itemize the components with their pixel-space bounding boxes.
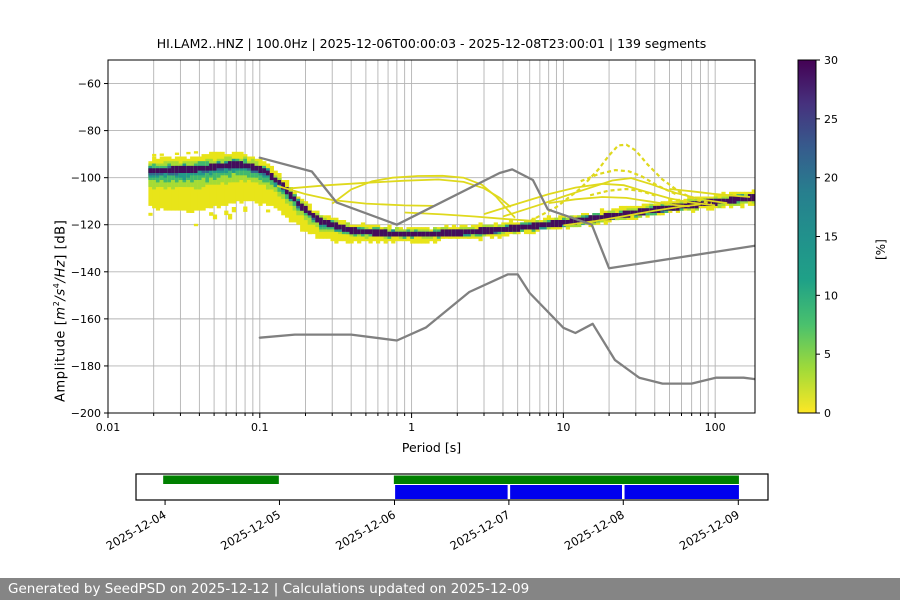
colorbar: 0 5 10 15 20 25 30 <box>797 54 838 420</box>
svg-text:15: 15 <box>824 231 838 244</box>
chart-title: HI.LAM2..HNZ | 100.0Hz | 2025-12-06T00:0… <box>156 36 707 51</box>
svg-text:0.1: 0.1 <box>251 421 269 434</box>
svg-text:−200: −200 <box>71 407 101 420</box>
svg-text:−80: −80 <box>78 125 101 138</box>
x-axis-label: Period [s] <box>401 440 462 455</box>
svg-text:30: 30 <box>824 54 838 67</box>
timeline-blue-segment <box>510 485 623 499</box>
timeline-date-label: 2025-12-07 <box>447 507 512 553</box>
y-axis-label-math2: /s <box>53 288 69 301</box>
svg-text:100: 100 <box>705 421 726 434</box>
axis-tick-labels: 0.01 0.1 1 10 100 −200 −180 −160 −140 −120 −100 −80… <box>71 78 726 434</box>
svg-text:0: 0 <box>824 407 831 420</box>
y-axis-label-sup4: 4 <box>52 282 61 289</box>
timeline-blue-segment <box>395 485 508 499</box>
timeline-date-label: 2025-12-04 <box>104 507 169 553</box>
timeline-date-label: 2025-12-06 <box>333 507 398 553</box>
axis-ticks <box>104 83 716 418</box>
colorbar-label: [%] <box>874 239 888 260</box>
svg-text:−160: −160 <box>71 313 101 326</box>
timeline-green-segment <box>163 475 279 484</box>
outlier-psd-curves <box>276 143 751 227</box>
svg-text:0.01: 0.01 <box>96 421 121 434</box>
nhnm-curve <box>258 156 755 270</box>
footer-text: Generated by SeedPSD on 2025-12-12 | Cal… <box>8 581 530 597</box>
y-axis-label-math3: /Hz <box>53 259 69 283</box>
y-axis-label-sup2: 2 <box>52 300 61 307</box>
svg-text:1: 1 <box>408 421 415 434</box>
svg-text:10: 10 <box>556 421 570 434</box>
svg-text:−60: −60 <box>78 78 101 91</box>
svg-text:−120: −120 <box>71 219 101 232</box>
y-axis-label-math: m <box>53 306 69 320</box>
availability-timeline: 2025-12-04 2025-12-05 2025-12-06 2025-12-07… <box>104 473 769 553</box>
svg-text:10: 10 <box>824 289 838 302</box>
y-axis-label: Amplitude [m2/s4/Hz] [dB] <box>52 220 68 402</box>
y-axis-label-suffix: ] [dB] <box>53 219 69 260</box>
timeline-blue-segment <box>624 485 739 499</box>
timeline-green-segment <box>393 475 739 484</box>
timeline-date-label: 2025-12-09 <box>677 507 742 553</box>
nlnm-curve <box>258 273 755 385</box>
timeline-date-label: 2025-12-08 <box>562 507 627 553</box>
svg-text:−180: −180 <box>71 360 101 373</box>
noise-model-curves <box>258 156 755 385</box>
svg-text:20: 20 <box>824 172 838 185</box>
plot-frame <box>107 59 756 414</box>
ppsd-histogram <box>148 151 755 244</box>
svg-text:−140: −140 <box>71 266 101 279</box>
timeline-date-label: 2025-12-05 <box>218 507 283 553</box>
svg-text:5: 5 <box>824 348 831 361</box>
svg-text:−100: −100 <box>71 172 101 185</box>
y-axis-label-prefix: Amplitude [ <box>53 319 69 402</box>
footer-bar: Generated by SeedPSD on 2025-12-12 | Cal… <box>0 578 900 600</box>
svg-text:25: 25 <box>824 113 838 126</box>
